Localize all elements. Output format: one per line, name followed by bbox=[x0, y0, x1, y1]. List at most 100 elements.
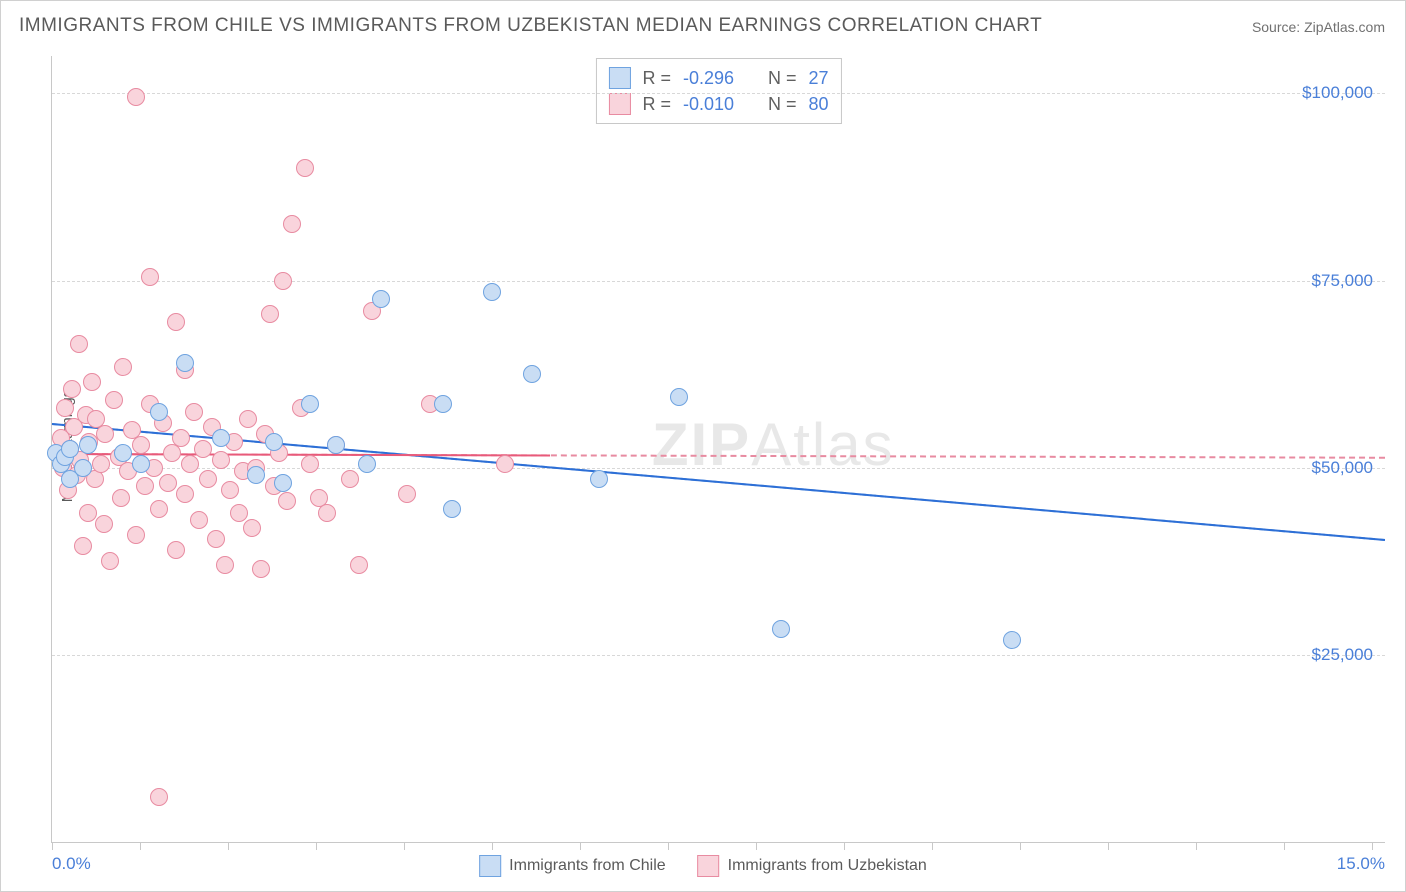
x-tick bbox=[404, 842, 405, 850]
data-point bbox=[96, 425, 114, 443]
r-label: R = bbox=[642, 94, 671, 115]
gridline bbox=[52, 655, 1385, 656]
data-point bbox=[114, 358, 132, 376]
data-point bbox=[70, 335, 88, 353]
data-point bbox=[159, 474, 177, 492]
legend-swatch-chile bbox=[479, 855, 501, 877]
data-point bbox=[112, 489, 130, 507]
data-point bbox=[181, 455, 199, 473]
x-tick bbox=[1020, 842, 1021, 850]
data-point bbox=[434, 395, 452, 413]
data-point bbox=[318, 504, 336, 522]
x-tick bbox=[1108, 842, 1109, 850]
x-tick-label: 15.0% bbox=[1337, 854, 1385, 874]
data-point bbox=[132, 455, 150, 473]
data-point bbox=[95, 515, 113, 533]
data-point bbox=[176, 354, 194, 372]
x-tick bbox=[140, 842, 141, 850]
x-tick bbox=[1196, 842, 1197, 850]
legend-label: Immigrants from Uzbekistan bbox=[728, 857, 927, 875]
data-point bbox=[278, 492, 296, 510]
data-point bbox=[443, 500, 461, 518]
x-tick bbox=[492, 842, 493, 850]
data-point bbox=[212, 451, 230, 469]
data-point bbox=[127, 526, 145, 544]
x-tick bbox=[668, 842, 669, 850]
y-tick-label: $50,000 bbox=[1312, 458, 1373, 478]
stats-row: R = -0.296 N = 27 bbox=[608, 65, 828, 91]
data-point bbox=[136, 477, 154, 495]
series-swatch-chile bbox=[608, 67, 630, 89]
data-point bbox=[167, 541, 185, 559]
data-point bbox=[194, 440, 212, 458]
data-point bbox=[772, 620, 790, 638]
data-point bbox=[247, 466, 265, 484]
data-point bbox=[358, 455, 376, 473]
data-point bbox=[670, 388, 688, 406]
data-point bbox=[185, 403, 203, 421]
data-point bbox=[274, 272, 292, 290]
data-point bbox=[283, 215, 301, 233]
data-point bbox=[261, 305, 279, 323]
data-point bbox=[63, 380, 81, 398]
data-point bbox=[79, 504, 97, 522]
data-point bbox=[398, 485, 416, 503]
data-point bbox=[341, 470, 359, 488]
chart-title: IMMIGRANTS FROM CHILE VS IMMIGRANTS FROM… bbox=[19, 15, 1042, 37]
data-point bbox=[230, 504, 248, 522]
legend-swatch-uzbekistan bbox=[698, 855, 720, 877]
x-tick bbox=[932, 842, 933, 850]
n-value: 80 bbox=[809, 94, 829, 115]
data-point bbox=[172, 429, 190, 447]
series-swatch-uzbekistan bbox=[608, 93, 630, 115]
x-tick-label: 0.0% bbox=[52, 854, 91, 874]
data-point bbox=[483, 283, 501, 301]
legend-item-chile: Immigrants from Chile bbox=[479, 855, 665, 877]
data-point bbox=[101, 552, 119, 570]
data-point bbox=[132, 436, 150, 454]
plot-area: ZIPAtlas R = -0.296 N = 27 R = -0.010 N … bbox=[51, 56, 1385, 843]
correlation-stats-box: R = -0.296 N = 27 R = -0.010 N = 80 bbox=[595, 58, 841, 124]
legend-label: Immigrants from Chile bbox=[509, 857, 665, 875]
r-value: -0.010 bbox=[683, 94, 734, 115]
n-label: N = bbox=[768, 94, 797, 115]
data-point bbox=[150, 788, 168, 806]
data-point bbox=[252, 560, 270, 578]
data-point bbox=[105, 391, 123, 409]
data-point bbox=[114, 444, 132, 462]
x-tick bbox=[52, 842, 53, 850]
data-point bbox=[327, 436, 345, 454]
data-point bbox=[301, 395, 319, 413]
data-point bbox=[590, 470, 608, 488]
data-point bbox=[199, 470, 217, 488]
x-tick bbox=[316, 842, 317, 850]
data-point bbox=[167, 313, 185, 331]
data-point bbox=[92, 455, 110, 473]
n-value: 27 bbox=[809, 68, 829, 89]
data-point bbox=[190, 511, 208, 529]
data-point bbox=[83, 373, 101, 391]
data-point bbox=[176, 485, 194, 503]
data-point bbox=[207, 530, 225, 548]
bottom-legend: Immigrants from Chile Immigrants from Uz… bbox=[479, 855, 927, 877]
x-tick bbox=[844, 842, 845, 850]
data-point bbox=[372, 290, 390, 308]
stats-row: R = -0.010 N = 80 bbox=[608, 91, 828, 117]
x-tick bbox=[228, 842, 229, 850]
x-tick bbox=[756, 842, 757, 850]
r-label: R = bbox=[642, 68, 671, 89]
data-point bbox=[301, 455, 319, 473]
data-point bbox=[221, 481, 239, 499]
data-point bbox=[61, 440, 79, 458]
data-point bbox=[79, 436, 97, 454]
data-point bbox=[56, 399, 74, 417]
data-point bbox=[150, 500, 168, 518]
gridline bbox=[52, 93, 1385, 94]
data-point bbox=[274, 474, 292, 492]
data-point bbox=[265, 433, 283, 451]
y-tick-label: $25,000 bbox=[1312, 645, 1373, 665]
chart-container: IMMIGRANTS FROM CHILE VS IMMIGRANTS FROM… bbox=[0, 0, 1406, 892]
data-point bbox=[296, 159, 314, 177]
data-point bbox=[243, 519, 261, 537]
x-tick bbox=[1372, 842, 1373, 850]
